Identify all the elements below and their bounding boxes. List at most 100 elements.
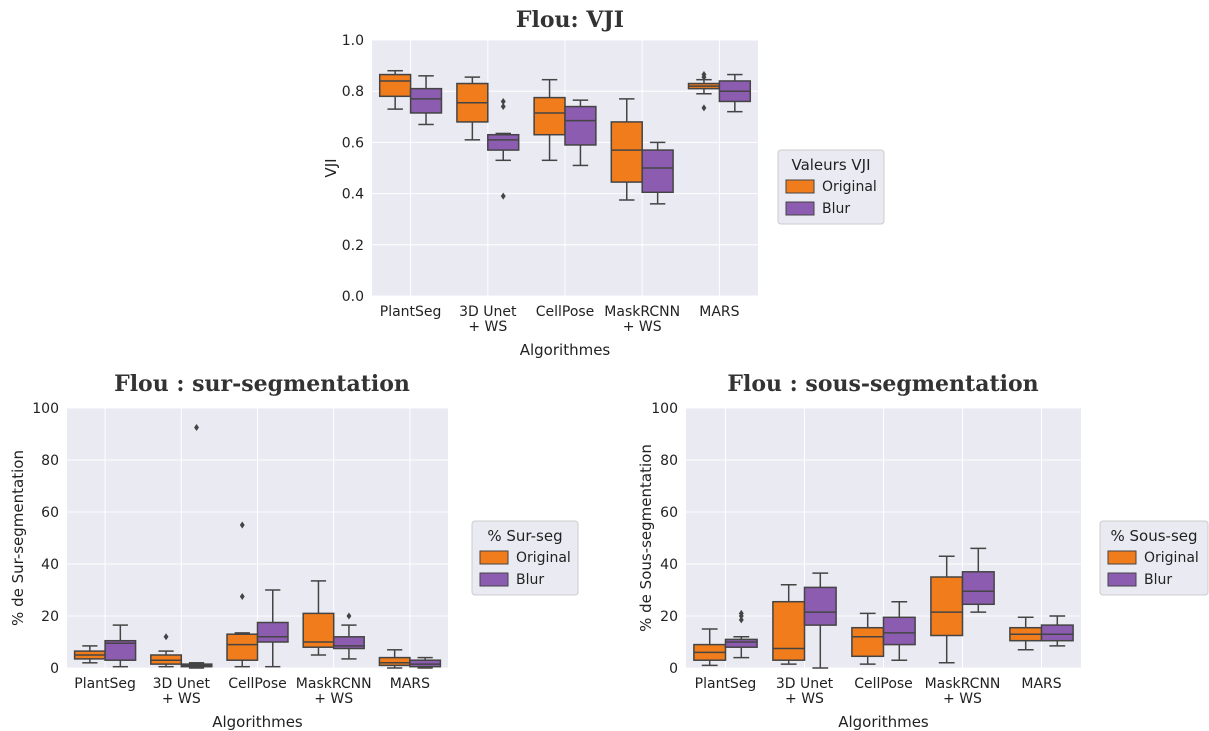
box-blur-2 — [487, 97, 520, 200]
chart-panel-2: Flou : sur-segmentation 0 20 40 60 80 100 Plant… — [9, 371, 579, 731]
chart-panel-3: Flou : sous-segmentation 0 20 40 60 80 100 Plan… — [637, 371, 1209, 731]
box-original-5 — [687, 71, 721, 112]
x-axis-label: Algorithmes — [838, 713, 929, 731]
box-original-2 — [772, 584, 806, 665]
box-body — [378, 73, 412, 98]
box-original-5 — [1009, 616, 1043, 651]
box-body — [533, 96, 566, 136]
y-axis-label: % de Sur-segmentation — [9, 450, 27, 626]
box-blur-3 — [256, 589, 289, 668]
y-tick-label: 0.2 — [342, 238, 364, 254]
outlier-point — [701, 73, 707, 81]
x-tick-label: 3D Unet — [776, 676, 834, 692]
y-tick-label: 80 — [41, 453, 59, 469]
y-tick-label: 80 — [660, 453, 678, 469]
box-body — [104, 639, 137, 661]
y-tick-label: 20 — [41, 609, 59, 625]
box-body — [772, 600, 806, 661]
box-blur-1 — [724, 609, 758, 659]
box-body — [487, 133, 520, 151]
box-original-4 — [302, 580, 335, 656]
x-tick-label: PlantSeg — [380, 304, 442, 320]
y-tick-label: 20 — [660, 609, 678, 625]
chart-title: Flou: VJI — [516, 7, 624, 33]
box-blur-5 — [1040, 615, 1074, 647]
box-body — [882, 616, 916, 646]
legend-swatch — [785, 201, 815, 216]
legend-swatch — [479, 550, 509, 565]
outlier-point — [163, 633, 169, 641]
x-tick-label: + WS — [943, 691, 982, 707]
outlier-point — [239, 593, 245, 600]
legend-swatch — [1107, 550, 1137, 565]
outlier-point — [239, 521, 245, 529]
y-tick-label: 60 — [660, 505, 678, 521]
outlier-point — [738, 616, 744, 624]
legend-label: Blur — [822, 201, 850, 217]
box-body — [930, 576, 964, 637]
x-tick-label: + WS — [314, 691, 353, 707]
y-tick-label: 0.4 — [342, 187, 364, 203]
box-blur-3 — [564, 99, 597, 167]
box-body — [803, 586, 837, 626]
y-tick-label: 60 — [41, 505, 59, 521]
y-tick-label: 0 — [669, 661, 678, 677]
outlier-point — [500, 103, 506, 111]
box-blur-4 — [641, 141, 674, 205]
box-blur-5 — [409, 656, 442, 669]
legend-title: % Sous-seg — [1110, 527, 1197, 545]
box-body — [724, 638, 758, 648]
x-tick-label: + WS — [162, 691, 201, 707]
box-body — [610, 121, 643, 183]
x-tick-label: 3D Unet — [153, 676, 211, 692]
y-tick-label: 0.0 — [342, 289, 364, 305]
legend-label: Blur — [1144, 572, 1172, 588]
outlier-point — [194, 424, 199, 431]
y-axis-label: VJI — [322, 158, 340, 177]
outlier-point — [500, 97, 506, 105]
x-axis-label: Algorithmes — [520, 341, 611, 359]
y-tick-label: 0.6 — [342, 135, 364, 151]
x-tick-label: + WS — [785, 691, 824, 707]
y-tick-label: 1.0 — [342, 33, 364, 49]
legend: % Sur-seg Original Blur — [471, 520, 579, 596]
legend-swatch — [785, 179, 815, 194]
legend: % Sous-seg Original Blur — [1099, 520, 1209, 596]
box-body — [961, 571, 995, 606]
x-tick-label: MaskRCNN — [925, 676, 1001, 692]
y-axis-label: % de Sous-segmentation — [637, 444, 655, 632]
x-tick-label: PlantSeg — [695, 676, 757, 692]
chart-panel-1: Flou: VJI 0.0 0.2 0.4 0.6 0.8 1.0 PlantSeg 3D Un… — [322, 7, 885, 359]
outlier-point — [701, 104, 707, 112]
y-tick-label: 0.8 — [342, 84, 364, 100]
box-blur-2 — [803, 572, 837, 669]
x-tick-label: PlantSeg — [74, 676, 136, 692]
box-original-2 — [150, 633, 183, 668]
outlier-point — [500, 192, 506, 200]
box-original-2 — [456, 76, 489, 141]
box-body — [226, 633, 259, 661]
legend-label: Original — [516, 550, 571, 566]
x-tick-label: MARS — [699, 304, 739, 320]
x-tick-label: MaskRCNN — [604, 304, 680, 320]
y-tick-label: 100 — [32, 401, 59, 417]
legend-title: % Sur-seg — [487, 527, 562, 545]
box-blur-4 — [332, 612, 365, 660]
box-body — [332, 636, 365, 650]
chart-title: Flou : sous-segmentation — [727, 371, 1038, 397]
legend: Valeurs VJI Original Blur — [777, 149, 885, 225]
x-tick-label: CellPose — [536, 304, 595, 320]
box-blur-4 — [961, 547, 995, 613]
box-blur-3 — [882, 600, 916, 661]
box-original-4 — [610, 98, 643, 201]
box-original-3 — [851, 612, 885, 665]
x-tick-label: MARS — [390, 676, 430, 692]
outlier-point — [346, 612, 352, 620]
box-blur-1 — [104, 624, 137, 668]
box-original-1 — [693, 628, 727, 667]
box-original-1 — [378, 69, 412, 110]
box-body — [409, 87, 443, 114]
x-tick-label: MaskRCNN — [296, 676, 372, 692]
x-tick-label: + WS — [623, 319, 662, 335]
